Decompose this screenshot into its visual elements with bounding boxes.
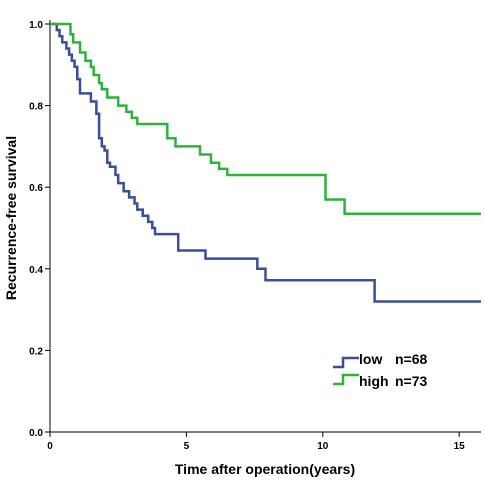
legend-label-low: low [359, 351, 382, 367]
x-tick-label: 0 [47, 441, 53, 452]
y-ticks: 0.0 0.2 0.4 0.6 0.8 1.0 [29, 20, 50, 439]
y-tick-label: 0.2 [29, 346, 43, 357]
x-tick-label: 15 [454, 441, 466, 452]
x-tick-label: 5 [184, 441, 190, 452]
legend-n-high: n=73 [395, 373, 428, 389]
y-axis-title: Recurrence-free survival [3, 136, 19, 300]
y-tick-label: 1.0 [29, 20, 43, 31]
y-tick-label: 0.8 [29, 102, 43, 113]
y-tick-label: 0.0 [29, 428, 43, 439]
x-axis-title: Time after operation(years) [175, 461, 355, 477]
x-tick-label: 10 [317, 441, 329, 452]
legend-swatch-high [333, 373, 359, 386]
legend-n-low: n=68 [395, 351, 428, 367]
series-lines [50, 22, 481, 303]
legend: low n=68 high n=73 [333, 351, 428, 389]
y-tick-label: 0.4 [29, 265, 43, 276]
survival-line-high [50, 22, 481, 215]
y-tick-label: 0.6 [29, 183, 43, 194]
legend-swatch-low [333, 356, 359, 369]
survival-line-low [50, 22, 481, 303]
legend-label-high: high [359, 373, 389, 389]
plot-area: 0 5 10 15 0.0 0.2 0.4 0.6 0.8 1.0 [29, 20, 481, 452]
x-ticks: 0 5 10 15 [47, 432, 465, 452]
